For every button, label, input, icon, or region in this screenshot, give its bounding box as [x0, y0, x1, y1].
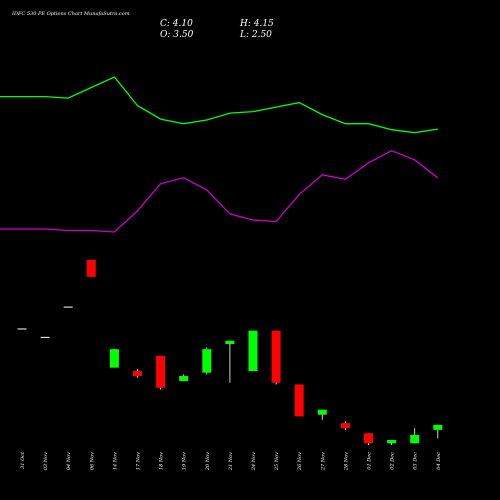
x-tick-label: 26 Nov	[297, 452, 303, 471]
x-tick-label: 21 Nov	[228, 452, 234, 471]
x-tick-label: 31 Oct	[20, 451, 26, 469]
candle-body	[387, 439, 397, 444]
candle-03-dec	[410, 428, 420, 444]
candle-06-nov	[86, 260, 96, 277]
x-tick-label: 27 Nov	[320, 452, 326, 471]
candle-20-nov	[202, 347, 212, 375]
candle-body	[410, 434, 420, 444]
candle-02-dec	[387, 439, 397, 445]
x-tick-label: 28 Nov	[343, 452, 349, 471]
x-tick-label: 14 Nov	[112, 452, 118, 470]
x-tick-label: 01 Dec	[367, 452, 373, 470]
candle-04-dec	[433, 424, 443, 439]
candle-28-nov	[340, 421, 350, 430]
close-value: C: 4.10	[160, 19, 193, 29]
candle-body	[133, 371, 142, 377]
low-value: L: 2.50	[239, 30, 272, 40]
open-value: O: 3.50	[160, 30, 194, 40]
candle-body	[248, 330, 258, 371]
x-tick-label: 18 Nov	[159, 452, 165, 470]
candle-27-nov	[317, 409, 327, 420]
candle-18-nov	[156, 355, 166, 390]
x-tick-label: 03 Dec	[413, 452, 419, 470]
indicator-line-1	[0, 76, 438, 134]
candle-26-nov	[294, 384, 304, 417]
candle-body	[109, 349, 119, 368]
indicator-line-2	[0, 149, 439, 233]
candle-body	[364, 433, 373, 444]
candle-body	[86, 260, 96, 277]
candle-body	[156, 355, 166, 388]
x-tick-label: 04 Nov	[66, 452, 72, 470]
x-tick-label: 03 Nov	[43, 452, 49, 470]
x-tick-label: 06 Nov	[89, 452, 95, 470]
x-tick-label: 02 Dec	[390, 452, 396, 470]
x-tick-label: 04 Dec	[436, 452, 442, 470]
candle-01-dec	[364, 433, 373, 445]
candle-body	[179, 376, 189, 382]
candle-14-nov	[109, 349, 119, 368]
candle-body	[294, 384, 304, 417]
candle-25-nov	[271, 330, 281, 385]
candle-body	[317, 409, 327, 415]
x-tick-label: 20 Nov	[205, 452, 211, 471]
candle-body	[340, 423, 350, 429]
x-axis-ticks: 31 Oct 03 Nov 04 Nov 06 Nov 14 Nov 17 Nov 18 N…	[20, 451, 442, 471]
candle-24-nov	[248, 330, 258, 371]
indicator-lines	[0, 76, 439, 233]
high-value: H: 4.15	[239, 19, 274, 29]
x-tick-label: 19 Nov	[182, 452, 188, 470]
x-tick-label: 24 Nov	[251, 452, 257, 471]
candle-body	[225, 340, 235, 345]
candle-body	[271, 330, 281, 383]
candle-17-nov	[133, 369, 142, 378]
x-tick-label: 25 Nov	[274, 452, 280, 471]
candle-body	[433, 424, 443, 430]
candle-body	[202, 349, 212, 373]
x-tick-label: 17 Nov	[136, 452, 142, 470]
chart-title: IDFC 530 PE Options Chart MunafaSutra.co…	[11, 11, 130, 17]
candlesticks	[17, 260, 443, 445]
candle-21-nov	[225, 340, 235, 383]
candle-19-nov	[179, 374, 189, 382]
